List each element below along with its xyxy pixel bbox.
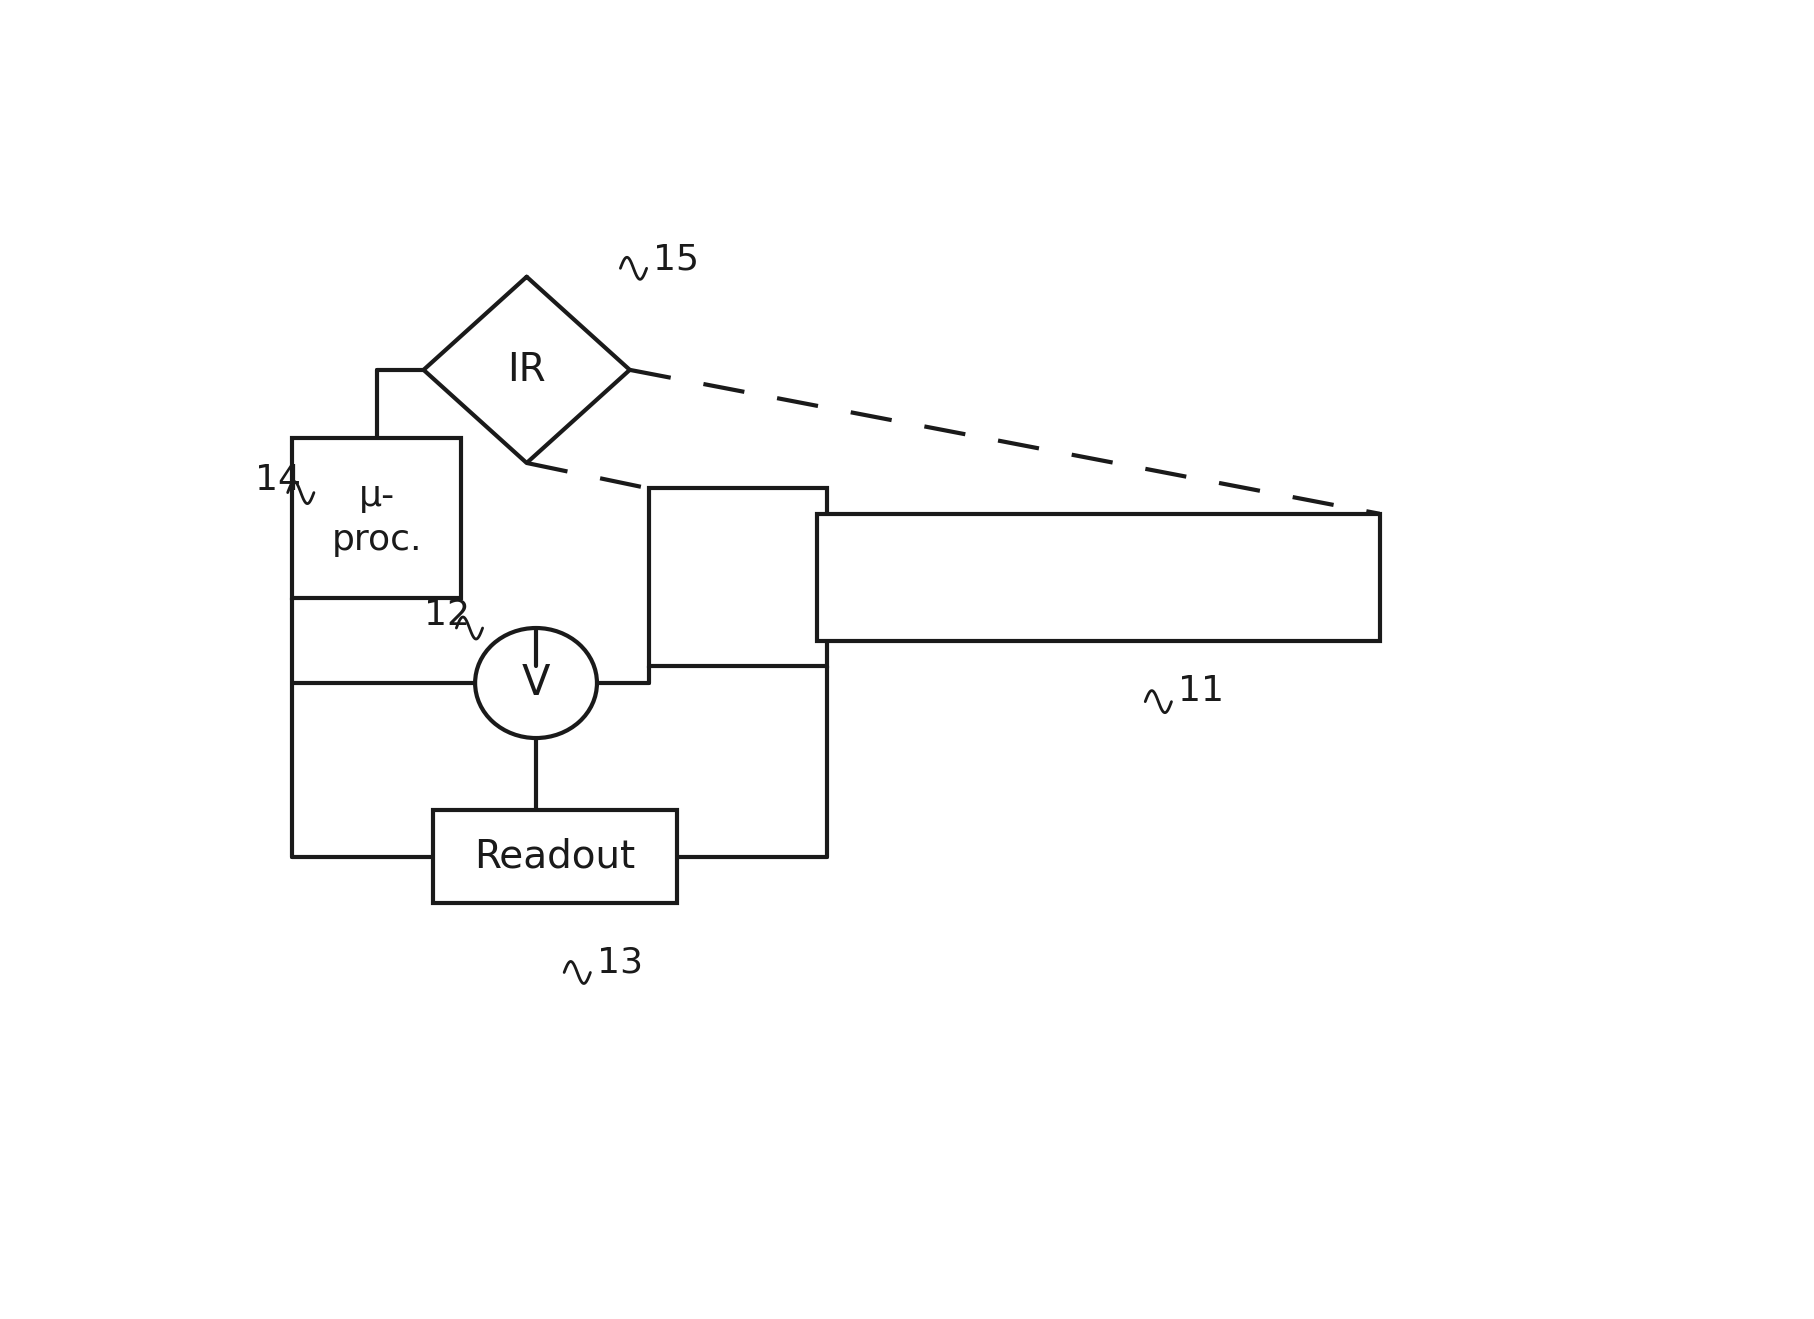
- Text: Readout: Readout: [473, 838, 635, 876]
- Text: 14: 14: [254, 463, 301, 497]
- Text: 11: 11: [1177, 674, 1224, 708]
- Bar: [816, 513, 1380, 641]
- Text: IR: IR: [508, 351, 546, 389]
- Text: 12: 12: [424, 599, 470, 632]
- Text: V: V: [522, 662, 550, 704]
- Text: 15: 15: [653, 243, 698, 277]
- Text: μ-
proc.: μ- proc.: [332, 479, 423, 558]
- Bar: [649, 488, 827, 666]
- Bar: [292, 438, 461, 599]
- Bar: [434, 810, 677, 904]
- Text: 13: 13: [597, 946, 642, 979]
